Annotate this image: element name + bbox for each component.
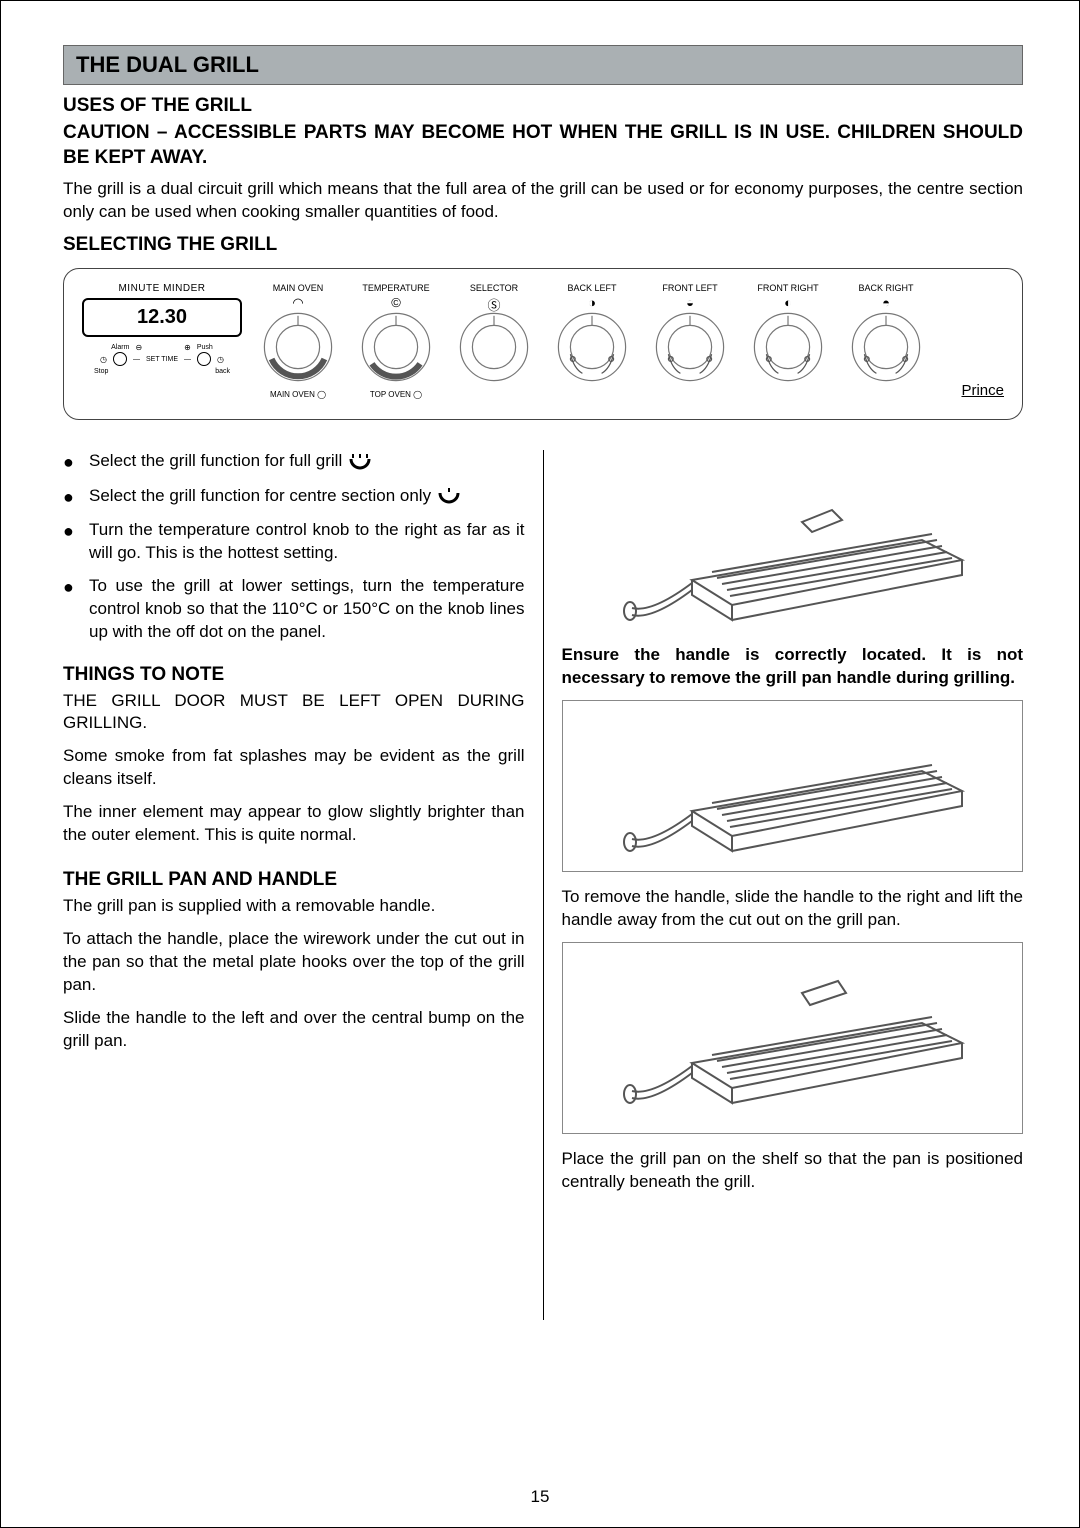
knob-symbol-icon: ◑ xyxy=(546,295,638,309)
knob-back-right: BACK RIGHT ◓ xyxy=(840,283,932,399)
knob-dial-icon xyxy=(752,311,824,383)
ensure-text: Ensure the handle is correctly located. … xyxy=(562,644,1024,690)
grill-pan-icon xyxy=(602,460,982,630)
bullet-icon: ● xyxy=(63,485,89,509)
timer-sub-row: Stop back xyxy=(82,368,242,375)
bullet-icon: ● xyxy=(63,575,89,599)
remove-text: To remove the handle, slide the handle t… xyxy=(562,886,1024,932)
things-p3: The inner element may appear to glow sli… xyxy=(63,801,525,847)
full-grill-icon xyxy=(347,451,373,473)
timer-push-label: Push xyxy=(197,344,213,351)
top-oven-sub-label: TOP OVEN ◯ xyxy=(350,390,442,399)
timer-alarm-label: Alarm xyxy=(111,344,129,351)
minus-icon: ⊖ xyxy=(135,343,142,352)
knob-dial-icon xyxy=(654,311,726,383)
knob-symbol-icon: ◒ xyxy=(644,295,736,309)
place-text: Place the grill pan on the shelf so that… xyxy=(562,1148,1024,1194)
grill-pan-image-3 xyxy=(562,942,1024,1134)
centre-grill-icon xyxy=(436,485,462,507)
knob-group: MAIN OVEN ◠ MAIN OVEN ◯ TEMPERATURE © xyxy=(252,283,932,399)
knob-symbol-icon: © xyxy=(350,295,442,309)
caution-text: CAUTION – ACCESSIBLE PARTS MAY BECOME HO… xyxy=(63,121,1023,170)
knob-back-left: BACK LEFT ◑ xyxy=(546,283,638,399)
knob-dial-icon xyxy=(360,311,432,383)
knob-dial-icon xyxy=(850,311,922,383)
handle-p1: The grill pan is supplied with a removab… xyxy=(63,895,525,918)
bullet-list: ● Select the grill function for full gri… xyxy=(63,450,525,643)
knob-label: FRONT RIGHT xyxy=(742,283,834,293)
knob-label: BACK RIGHT xyxy=(840,283,932,293)
uses-heading: USES OF THE GRILL xyxy=(63,95,1023,117)
timer-button-icon xyxy=(197,352,211,366)
timer-back-label: back xyxy=(215,368,230,375)
column-divider xyxy=(543,450,544,1320)
knob-front-right: FRONT RIGHT ◐ xyxy=(742,283,834,399)
knob-temperature: TEMPERATURE © TOP OVEN ◯ xyxy=(350,283,442,399)
section-header: THE DUAL GRILL xyxy=(63,45,1023,85)
main-oven-sub-label: MAIN OVEN ◯ xyxy=(252,390,344,399)
timer-controls-row: Alarm ⊖ ⊕ Push xyxy=(82,343,242,352)
knob-front-left: FRONT LEFT ◒ xyxy=(644,283,736,399)
knob-label: SELECTOR xyxy=(448,283,540,293)
bullet-text: Turn the temperature control knob to the… xyxy=(89,519,525,565)
grill-pan-icon xyxy=(602,711,982,861)
bullet-text: Select the grill function for centre sec… xyxy=(89,486,431,505)
bullet-item: ● Select the grill function for full gri… xyxy=(63,450,525,474)
timer-display: 12.30 xyxy=(82,298,242,337)
plus-icon: ⊕ xyxy=(184,343,191,352)
handle-p3: Slide the handle to the left and over th… xyxy=(63,1007,525,1053)
bullet-icon: ● xyxy=(63,519,89,543)
knob-symbol-icon: ◠ xyxy=(252,295,344,309)
handle-heading: THE GRILL PAN AND HANDLE xyxy=(63,869,525,891)
things-heading: THINGS TO NOTE xyxy=(63,664,525,686)
bullet-item: ● Select the grill function for centre s… xyxy=(63,485,525,509)
left-column: ● Select the grill function for full gri… xyxy=(63,450,525,1320)
knob-label: MAIN OVEN xyxy=(252,283,344,293)
timer-controls-row-2: ◷ — SET TIME — ◷ xyxy=(82,352,242,366)
grill-pan-icon xyxy=(602,953,982,1123)
bullet-item: ● To use the grill at lower settings, tu… xyxy=(63,575,525,644)
knob-symbol-icon: ◐ xyxy=(742,295,834,309)
page-number: 15 xyxy=(1,1487,1079,1507)
bullet-item: ● Turn the temperature control knob to t… xyxy=(63,519,525,565)
knob-dial-icon xyxy=(262,311,334,383)
grill-pan-image-2 xyxy=(562,700,1024,872)
brand-label: Prince xyxy=(961,382,1004,399)
intro-paragraph: The grill is a dual circuit grill which … xyxy=(63,178,1023,224)
bullet-text: Select the grill function for full grill xyxy=(89,451,342,470)
knob-symbol-icon: Ⓢ xyxy=(448,295,540,309)
knob-label: BACK LEFT xyxy=(546,283,638,293)
clock-icon: ◷ xyxy=(217,355,224,364)
bullet-icon: ● xyxy=(63,450,89,474)
things-p2: Some smoke from fat splashes may be evid… xyxy=(63,745,525,791)
knob-label: FRONT LEFT xyxy=(644,283,736,293)
knob-dial-icon xyxy=(458,311,530,383)
grill-pan-image-1 xyxy=(562,460,1024,630)
knob-label: TEMPERATURE xyxy=(350,283,442,293)
timer-button-icon xyxy=(113,352,127,366)
clock-icon: ◷ xyxy=(100,355,107,364)
columns: ● Select the grill function for full gri… xyxy=(63,450,1023,1320)
knob-selector: SELECTOR Ⓢ xyxy=(448,283,540,399)
selecting-heading: SELECTING THE GRILL xyxy=(63,234,1023,256)
timer-block: MINUTE MINDER 12.30 Alarm ⊖ ⊕ Push ◷ — S… xyxy=(82,283,242,375)
right-column: Ensure the handle is correctly located. … xyxy=(562,450,1024,1320)
page: THE DUAL GRILL USES OF THE GRILL CAUTION… xyxy=(0,0,1080,1528)
control-panel-illustration: MINUTE MINDER 12.30 Alarm ⊖ ⊕ Push ◷ — S… xyxy=(63,268,1023,420)
timer-stop-label: Stop xyxy=(94,368,108,375)
things-p1: THE GRILL DOOR MUST BE LEFT OPEN DURING … xyxy=(63,690,525,736)
knob-symbol-icon: ◓ xyxy=(840,295,932,309)
knob-main-oven: MAIN OVEN ◠ MAIN OVEN ◯ xyxy=(252,283,344,399)
set-time-label: SET TIME xyxy=(146,356,178,363)
bullet-text: To use the grill at lower settings, turn… xyxy=(89,575,525,644)
timer-label: MINUTE MINDER xyxy=(82,283,242,294)
knob-dial-icon xyxy=(556,311,628,383)
handle-p2: To attach the handle, place the wirework… xyxy=(63,928,525,997)
